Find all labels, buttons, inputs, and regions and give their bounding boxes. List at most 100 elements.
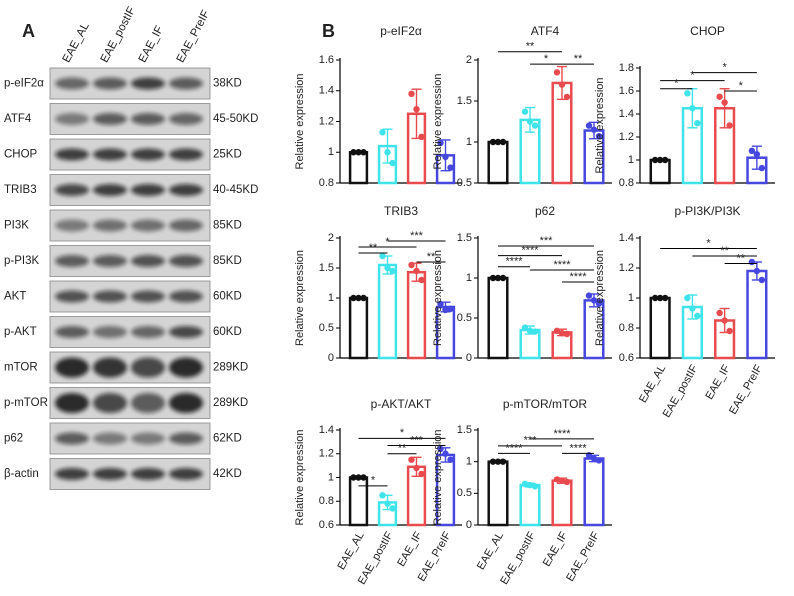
data-point <box>661 156 669 164</box>
data-point <box>526 118 534 125</box>
significance-label: * <box>690 70 695 82</box>
significance-label: **** <box>505 442 523 454</box>
blot-band <box>131 290 165 303</box>
data-point <box>384 500 391 507</box>
significance-label: * <box>706 237 711 249</box>
y-tick-label: 1.4 <box>319 424 334 436</box>
bar <box>551 479 573 527</box>
data-point <box>721 317 728 324</box>
blot-band <box>131 219 165 232</box>
data-point <box>694 120 701 127</box>
significance-label: * <box>674 78 679 90</box>
blot-size-label: 25KD <box>213 149 242 161</box>
blot-band <box>93 468 127 480</box>
data-point <box>413 106 420 113</box>
blot-band <box>169 77 203 90</box>
blot-band <box>55 184 89 196</box>
data-point <box>531 122 539 129</box>
blot-protein-label: ATF4 <box>4 113 32 125</box>
data-point <box>558 330 566 337</box>
y-tick-label: 1.5 <box>457 232 472 244</box>
data-point <box>389 267 396 275</box>
data-point <box>350 149 357 156</box>
blot-band <box>169 255 203 267</box>
data-point <box>595 300 603 307</box>
significance-label: ** <box>369 242 378 254</box>
blot-band <box>93 326 127 338</box>
data-point <box>716 93 723 100</box>
data-point <box>651 294 659 302</box>
data-point <box>379 492 386 499</box>
blot-column-label: EAE_PreIF <box>175 8 213 64</box>
blot-protein-label: β-actin <box>4 468 39 480</box>
chart-title: p-AKT/AKT <box>371 397 432 411</box>
data-point <box>651 156 659 164</box>
blot-band <box>131 432 165 445</box>
blot-band <box>55 393 89 413</box>
y-axis-label: Relative expression <box>294 74 306 170</box>
blot-band <box>131 77 165 90</box>
chart-title: ATF4 <box>531 24 560 38</box>
significance-label: * <box>400 427 405 439</box>
y-tick-label: 0 <box>466 352 472 364</box>
y-tick-label: 1.2 <box>319 115 334 127</box>
data-point <box>350 294 357 302</box>
blot-band <box>93 148 127 161</box>
y-axis-label: Relative expression <box>432 430 444 526</box>
data-point <box>694 312 701 320</box>
blot-band <box>169 468 203 480</box>
blot-band <box>169 326 203 338</box>
significance-label: *** <box>540 235 554 247</box>
y-axis-label: Relative expression <box>294 430 306 526</box>
data-point <box>413 267 420 275</box>
blot-band <box>169 290 203 303</box>
y-tick-label: 0.8 <box>319 495 334 507</box>
blot-band <box>169 393 203 413</box>
x-tick-label: EAE_IF <box>541 530 570 569</box>
data-point <box>418 470 425 478</box>
blot-band <box>131 148 165 161</box>
blot-band <box>55 290 89 303</box>
blot-band <box>131 184 165 196</box>
significance-label: **** <box>553 428 571 440</box>
blot-protein-label: TRIB3 <box>4 184 37 196</box>
data-point <box>748 147 756 154</box>
blot-size-label: 85KD <box>213 220 242 232</box>
data-point <box>360 474 367 481</box>
blot-band <box>169 148 203 161</box>
blot-band <box>93 255 127 267</box>
x-tick-label: EAE_AL <box>637 363 668 405</box>
data-point <box>408 90 415 98</box>
chart-title: CHOP <box>690 24 725 38</box>
y-tick-label: 1 <box>466 456 472 468</box>
data-point <box>355 294 362 302</box>
blot-protein-label: p62 <box>4 433 23 445</box>
chart-title: p-eIF2α <box>380 24 422 38</box>
data-point <box>442 450 449 457</box>
y-tick-label: 1.2 <box>319 448 334 460</box>
data-point <box>442 306 449 314</box>
chart-title: p-mTOR/mTOR <box>503 397 588 411</box>
data-point <box>408 261 415 269</box>
data-point <box>526 481 534 489</box>
data-point <box>726 122 733 129</box>
blot-size-label: 40-45KD <box>213 184 258 196</box>
y-tick-label: 1.5 <box>319 262 334 274</box>
significance-label: *** <box>410 230 424 242</box>
chart-title: p62 <box>535 204 555 218</box>
y-tick-label: 1.4 <box>619 232 634 244</box>
y-axis-label: Relative expression <box>432 250 444 346</box>
x-tick-label: EAE_AL <box>335 530 366 572</box>
blot-band <box>55 432 89 445</box>
data-point <box>661 294 669 302</box>
data-point <box>521 324 529 331</box>
blot-protein-label: PI3K <box>4 220 29 232</box>
y-axis-label: Relative expression <box>294 250 306 346</box>
blot-band <box>55 113 89 125</box>
data-point <box>408 456 415 463</box>
data-point <box>355 149 362 156</box>
significance-label: **** <box>521 245 539 257</box>
data-point <box>531 483 539 490</box>
significance-label: **** <box>569 442 587 454</box>
bar <box>649 158 671 185</box>
